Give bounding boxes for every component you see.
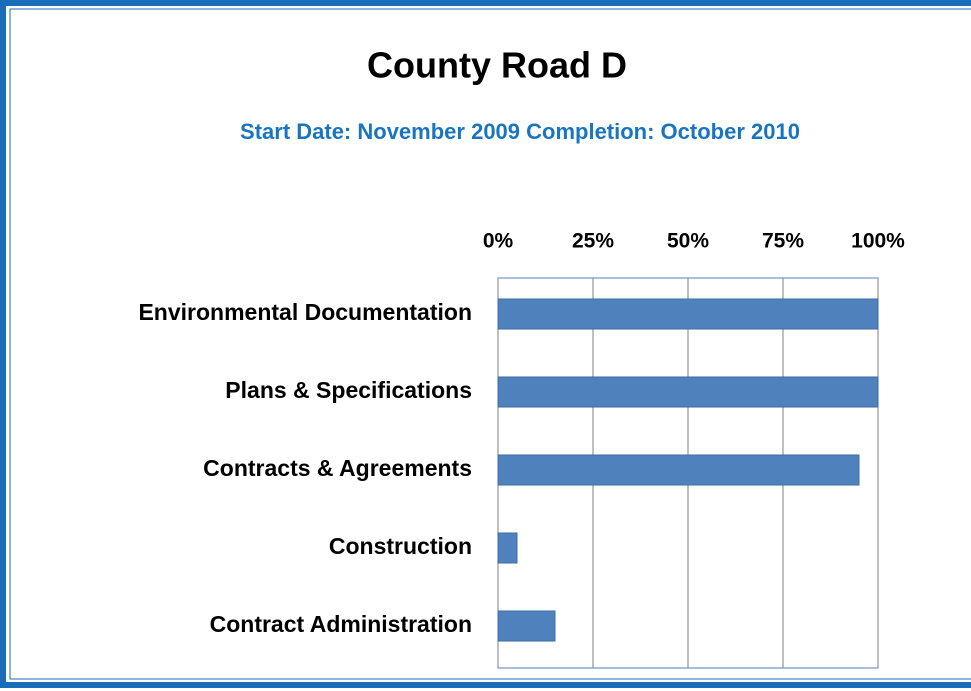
inner-frame (9, 8, 971, 680)
x-tick-label: 0% (483, 230, 514, 253)
x-tick-label: 50% (667, 230, 709, 253)
bar (497, 610, 556, 642)
bar (497, 532, 518, 564)
y-tick-label: Environmental Documentation (138, 299, 472, 325)
x-tick-label: 25% (572, 230, 614, 253)
chart-title: County Road D (367, 45, 627, 86)
x-tick-label: 100% (851, 230, 905, 253)
y-tick-label: Contract Administration (210, 611, 472, 637)
bar (497, 376, 879, 408)
x-tick-label: 75% (762, 230, 804, 253)
bar (497, 298, 879, 330)
y-tick-label: Plans & Specifications (225, 377, 472, 403)
y-tick-label: Contracts & Agreements (203, 455, 472, 481)
chart-subtitle: Start Date: November 2009 Completion: Oc… (240, 119, 800, 144)
bar (497, 454, 860, 486)
y-tick-label: Construction (329, 533, 472, 559)
